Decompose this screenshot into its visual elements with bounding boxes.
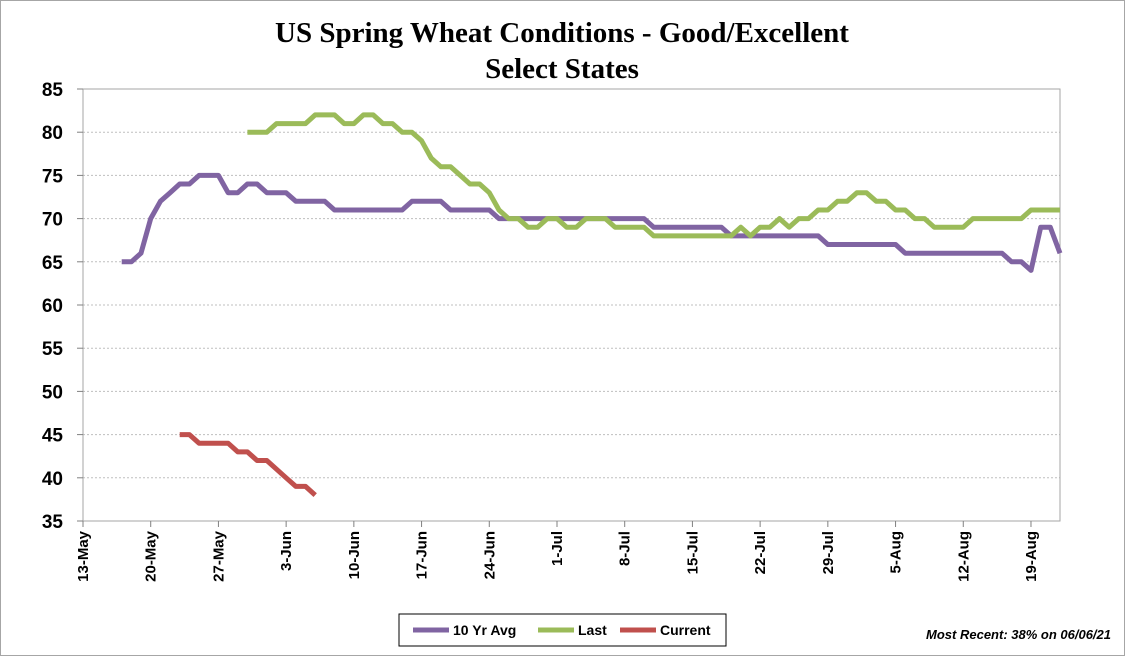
gridlines <box>83 88 1060 522</box>
y-axis-ticks: 85 80 75 70 65 60 55 50 45 40 35 <box>42 80 83 533</box>
legend-label-current: Current <box>660 622 711 638</box>
legend-label-last: Last <box>578 622 607 638</box>
y-tick-label: 50 <box>42 382 63 403</box>
x-tick-label: 8-Jul <box>617 531 634 566</box>
series-line-last <box>247 112 1060 239</box>
x-tick-label: 24-Jun <box>481 531 498 579</box>
x-tick-label: 27-May <box>210 530 227 582</box>
y-tick-label: 75 <box>42 166 64 187</box>
x-tick-label: 15-Jul <box>684 531 701 574</box>
x-tick-label: 20-May <box>143 530 160 582</box>
chart-title-line-2: Select States <box>485 53 639 85</box>
y-tick-label: 60 <box>42 296 63 317</box>
y-tick-label: 70 <box>42 210 63 231</box>
y-tick-label: 40 <box>42 469 63 490</box>
y-tick-label: 65 <box>42 253 64 274</box>
x-tick-label: 1-Jul <box>549 531 566 566</box>
chart-title-line-1: US Spring Wheat Conditions - Good/Excell… <box>275 17 849 49</box>
series-line-10-yr-avg <box>121 172 1063 273</box>
legend: 10 Yr Avg Last Current <box>398 613 727 647</box>
y-tick-label: 45 <box>42 426 64 447</box>
x-tick-label: 5-Aug <box>888 531 905 574</box>
series-line-current <box>179 432 317 497</box>
x-tick-label: 13-May <box>75 530 92 582</box>
x-axis-ticks: 13-May 20-May 27-May 3-Jun 10-Jun 17-Jun 24-Ju… <box>75 521 1040 582</box>
x-tick-label: 19-Aug <box>1023 531 1040 582</box>
x-tick-label: 22-Jul <box>752 531 769 574</box>
x-tick-label: 17-Jun <box>414 531 431 579</box>
x-tick-label: 10-Jun <box>346 531 363 579</box>
y-tick-label: 80 <box>42 123 63 144</box>
y-tick-label: 35 <box>42 512 64 533</box>
x-tick-label: 12-Aug <box>955 531 972 582</box>
series-lines <box>121 112 1063 497</box>
x-tick-label: 3-Jun <box>278 531 295 571</box>
most-recent-note: Most Recent: 38% on 06/06/21 <box>926 627 1111 642</box>
y-tick-label: 85 <box>42 80 64 101</box>
legend-label-10-yr-avg: 10 Yr Avg <box>453 622 516 638</box>
x-tick-label: 29-Jul <box>820 531 837 574</box>
y-tick-label: 55 <box>42 339 64 360</box>
